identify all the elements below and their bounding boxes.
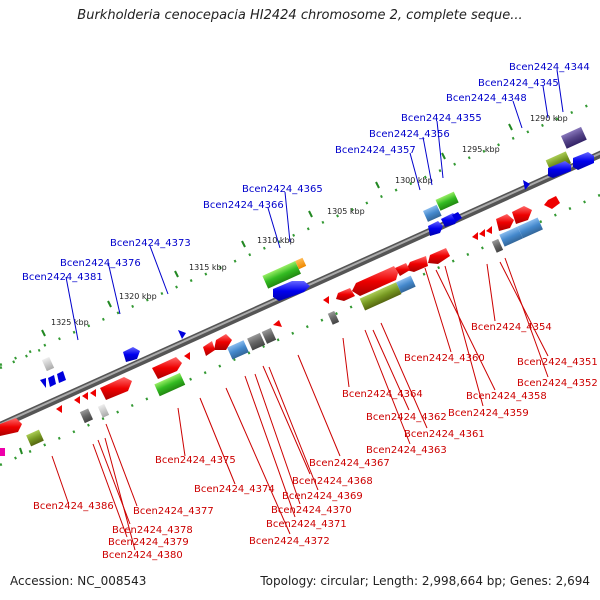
gene-label-Bcen2424_4365[interactable]: Bcen2424_4365: [242, 184, 323, 195]
scale-label-1310: 1310 kbp: [257, 236, 295, 245]
gene-label-Bcen2424_4386[interactable]: Bcen2424_4386: [33, 501, 114, 512]
upper-left-track: [0, 348, 41, 370]
gene-label-Bcen2424_4373[interactable]: Bcen2424_4373: [110, 238, 191, 249]
gene-label-Bcen2424_4354[interactable]: Bcen2424_4354: [471, 322, 552, 333]
gene-label-Bcen2424_4378[interactable]: Bcen2424_4378: [112, 525, 193, 536]
gene-label-Bcen2424_4361[interactable]: Bcen2424_4361: [404, 429, 485, 440]
gene-label-Bcen2424_4363[interactable]: Bcen2424_4363: [366, 445, 447, 456]
scale-label-1305: 1305 kbp: [327, 207, 365, 216]
gene-label-Bcen2424_4374[interactable]: Bcen2424_4374: [194, 484, 275, 495]
gene-label-Bcen2424_4366[interactable]: Bcen2424_4366: [203, 200, 284, 211]
gene-label-Bcen2424_4345[interactable]: Bcen2424_4345: [478, 78, 559, 89]
gene-label-Bcen2424_4358[interactable]: Bcen2424_4358: [466, 391, 547, 402]
gene-label-Bcen2424_4381[interactable]: Bcen2424_4381: [22, 272, 103, 283]
gene-label-Bcen2424_4355[interactable]: Bcen2424_4355: [401, 113, 482, 124]
gene-label-Bcen2424_4348[interactable]: Bcen2424_4348: [446, 93, 527, 104]
reverse-features[interactable]: [0, 196, 560, 456]
forward-leader-lines: [65, 69, 564, 341]
gene-label-Bcen2424_4379[interactable]: Bcen2424_4379: [108, 537, 189, 548]
gene-label-Bcen2424_4369[interactable]: Bcen2424_4369: [282, 491, 363, 502]
gene-label-Bcen2424_4362[interactable]: Bcen2424_4362: [366, 412, 447, 423]
gene-label-Bcen2424_4376[interactable]: Bcen2424_4376: [60, 258, 141, 269]
gene-label-Bcen2424_4380[interactable]: Bcen2424_4380: [102, 550, 183, 561]
scale-label-1325: 1325 kbp: [51, 318, 89, 327]
reverse-leader-lines: [51, 257, 549, 551]
gene-label-Bcen2424_4364[interactable]: Bcen2424_4364: [342, 389, 423, 400]
gene-label-Bcen2424_4375[interactable]: Bcen2424_4375: [155, 455, 236, 466]
gene-label-Bcen2424_4344[interactable]: Bcen2424_4344: [509, 62, 590, 73]
gene-label-Bcen2424_4356[interactable]: Bcen2424_4356: [369, 129, 450, 140]
scale-label-1320: 1320 kbp: [119, 292, 157, 301]
gene-label-Bcen2424_4372[interactable]: Bcen2424_4372: [249, 536, 330, 547]
reverse-gene-labels: Bcen2424_4354 Bcen2424_4351 Bcen2424_435…: [33, 322, 598, 561]
gene-label-Bcen2424_4352[interactable]: Bcen2424_4352: [517, 378, 598, 389]
scale-label-1315: 1315 kbp: [189, 263, 227, 272]
forward-features[interactable]: [40, 126, 594, 388]
gene-label-Bcen2424_4377[interactable]: Bcen2424_4377: [133, 506, 214, 517]
gene-label-Bcen2424_4351[interactable]: Bcen2424_4351: [517, 357, 598, 368]
gene-label-Bcen2424_4359[interactable]: Bcen2424_4359: [448, 408, 529, 419]
gene-label-Bcen2424_4367[interactable]: Bcen2424_4367: [309, 458, 390, 469]
gene-label-Bcen2424_4370[interactable]: Bcen2424_4370: [271, 505, 352, 516]
forward-gene-labels: Bcen2424_4344 Bcen2424_4345 Bcen2424_434…: [22, 62, 590, 283]
gene-label-Bcen2424_4371[interactable]: Bcen2424_4371: [266, 519, 347, 530]
scale-label-1300: 1300 kbp: [395, 176, 433, 185]
genome-summary-text: Topology: circular; Length: 2,998,664 bp…: [260, 574, 590, 588]
scale-label-1290: 1290 kbp: [530, 114, 568, 123]
scale-ticks: [41, 123, 513, 337]
accession-text: Accession: NC_008543: [10, 574, 147, 588]
gene-label-Bcen2424_4368[interactable]: Bcen2424_4368: [292, 476, 373, 487]
map-title: Burkholderia cenocepacia HI2424 chromoso…: [77, 8, 523, 23]
gene-label-Bcen2424_4357[interactable]: Bcen2424_4357: [335, 145, 416, 156]
gene-label-Bcen2424_4360[interactable]: Bcen2424_4360: [404, 353, 485, 364]
scale-label-1295: 1295 kbp: [462, 145, 500, 154]
